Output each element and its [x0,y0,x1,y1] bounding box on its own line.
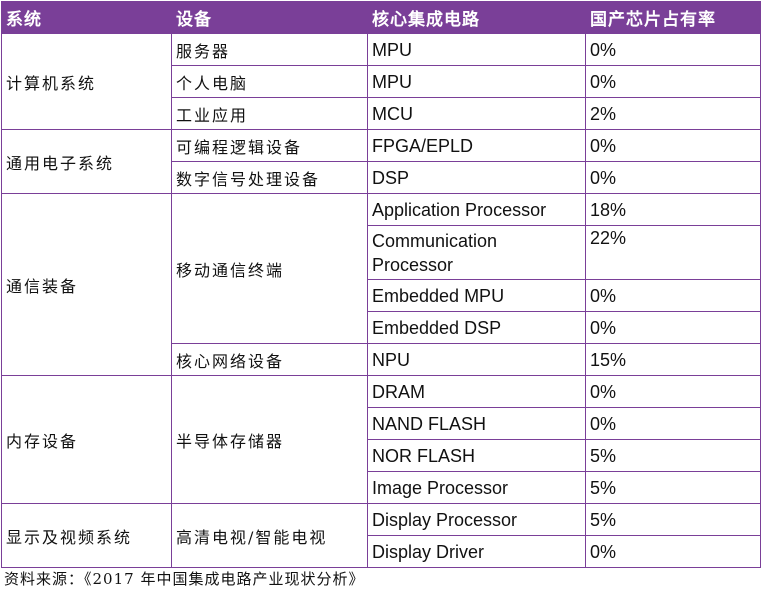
ic-cell: MPU [367,33,586,66]
device-cell: 高清电视/智能电视 [171,503,368,568]
system-cell: 通用电子系统 [1,129,172,194]
ic-cell: DSP [367,161,586,194]
device-cell: 核心网络设备 [171,343,368,376]
share-cell: 5% [585,439,761,472]
share-cell: 0% [585,129,761,162]
ic-cell: Communication Processor [367,225,586,280]
share-cell: 0% [585,535,761,568]
table-row: Embedded DSP 0% [2,311,761,344]
system-cell: 通信装备 [1,193,172,376]
ic-cell: Display Driver [367,535,586,568]
table-row: 内存设备 半导体存储器 DRAM 0% [1,375,761,504]
system-cell: 显示及视频系统 [1,503,172,568]
device-cell: 数字信号处理设备 [171,161,368,194]
share-cell: 0% [585,375,761,408]
table-row: 核心网络设备 NPU 15% [2,343,761,376]
ic-cell: FPGA/EPLD [367,129,586,162]
device-cell: 个人电脑 [171,65,368,98]
device-cell: 移动通信终端 [171,193,368,344]
header-domestic-share: 国产芯片占有率 [585,1,761,34]
header-system: 系统 [1,1,172,34]
share-cell: 5% [585,503,761,536]
share-cell: 22% [585,225,761,280]
ic-cell: MCU [367,97,586,130]
ic-cell: Image Processor [367,471,586,504]
share-cell: 18% [585,193,761,226]
device-cell: 工业应用 [171,97,368,130]
ic-cell: NOR FLASH [367,439,586,472]
share-cell: 2% [585,97,761,130]
table-row: 工业应用 MCU 2% [2,97,761,130]
share-cell: 15% [585,343,761,376]
table-row: 显示及视频系统 高清电视/智能电视 Display Processor 5% [1,503,761,568]
table-row: Communication Processor 22% [2,225,761,280]
share-cell: 0% [585,407,761,440]
ic-share-table: 系统 设备 核心集成电路 国产芯片占有率 计算机系统 服务器 MPU 0% 个人… [1,1,761,568]
table-header-row: 系统 设备 核心集成电路 国产芯片占有率 [1,1,761,34]
table-row: 通信装备 移动通信终端 Application Processor 18% [1,193,761,376]
share-cell: 0% [585,311,761,344]
device-cell: 可编程逻辑设备 [171,129,368,162]
table-row: 计算机系统 服务器 MPU 0% [1,33,761,130]
ic-cell: MPU [367,65,586,98]
system-cell: 内存设备 [1,375,172,504]
table-row: Image Processor 5% [2,471,761,504]
table-row: 通用电子系统 可编程逻辑设备 FPGA/EPLD 0% [1,129,761,194]
source-note: 资料来源：《2017 年中国集成电路产业现状分析》 [4,570,365,588]
header-device: 设备 [171,1,368,34]
table-row: 个人电脑 MPU 0% [2,65,761,98]
ic-cell: Application Processor [367,193,586,226]
share-cell: 0% [585,279,761,312]
ic-cell: Embedded MPU [367,279,586,312]
table-row: NAND FLASH 0% [2,407,761,440]
device-cell: 半导体存储器 [171,375,368,504]
table-row: Display Driver 0% [2,535,761,568]
share-cell: 0% [585,65,761,98]
ic-cell: DRAM [367,375,586,408]
share-cell: 5% [585,471,761,504]
ic-cell: NPU [367,343,586,376]
share-cell: 0% [585,161,761,194]
device-cell: 服务器 [171,33,368,66]
share-cell: 0% [585,33,761,66]
header-core-ic: 核心集成电路 [367,1,586,34]
system-cell: 计算机系统 [1,33,172,130]
ic-cell: Embedded DSP [367,311,586,344]
ic-cell: Display Processor [367,503,586,536]
table-row: 数字信号处理设备 DSP 0% [2,161,761,194]
ic-cell: NAND FLASH [367,407,586,440]
